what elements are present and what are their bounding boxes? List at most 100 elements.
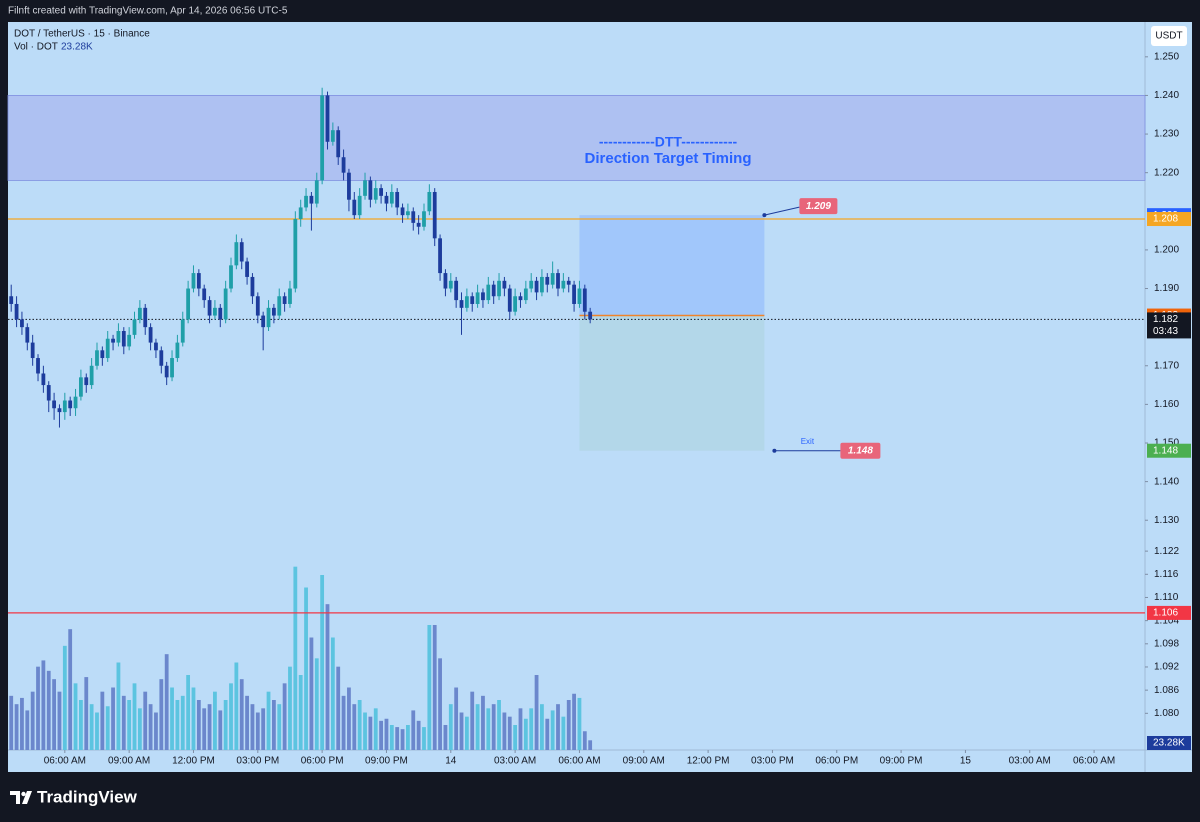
volume-bar [395, 727, 400, 750]
candle-body [513, 296, 518, 312]
volume-bar [52, 679, 57, 750]
candle-body [223, 288, 228, 320]
stop-badge [840, 442, 881, 459]
volume-bar [9, 695, 14, 750]
candle-body [336, 130, 341, 158]
volume-bar [73, 683, 78, 750]
candle-body [213, 307, 217, 316]
stop-label: 1.148 [848, 445, 873, 456]
volume-bar [127, 700, 132, 750]
volume-bar [475, 704, 480, 750]
y-tick-label: 1.122 [1154, 546, 1179, 557]
volume-bar [556, 704, 560, 750]
candle-body [395, 191, 400, 208]
x-tick-label: 12:00 PM [172, 756, 215, 767]
currency[interactable]: USDT [1155, 31, 1182, 42]
x-tick-label: 14 [445, 756, 457, 767]
x-tick-label: 03:00 AM [494, 756, 536, 767]
volume-bar [79, 700, 83, 750]
price-badge [1147, 312, 1191, 339]
volume-bar [25, 710, 30, 750]
y-tick-label: 1.140 [1154, 476, 1179, 487]
volume-bar [320, 575, 325, 750]
volume-bar [352, 704, 357, 750]
volume-bar [62, 645, 67, 750]
candle-body [379, 188, 384, 196]
candle-body [89, 365, 94, 386]
x-tick-label: 09:00 AM [623, 756, 665, 767]
volume-bar [170, 687, 174, 750]
y-tick-label: 1.116 [1154, 569, 1179, 580]
volume-bar [100, 691, 105, 750]
volume-bar [309, 637, 314, 750]
candle-body [572, 284, 576, 304]
volume-bar [271, 700, 276, 750]
candle-body [443, 273, 448, 289]
y-tick-label: 1.170 [1154, 360, 1179, 371]
y-tick-label: 1.098 [1154, 638, 1179, 649]
candle-body [432, 191, 437, 239]
volume-bar [148, 704, 153, 750]
volume-bar [561, 716, 566, 750]
candle-body [566, 280, 571, 285]
volume-bar [486, 708, 491, 750]
candle-body [36, 358, 40, 374]
candle-body [84, 377, 89, 386]
volume-bar [36, 666, 40, 750]
y-tick-label: 1.240 [1154, 90, 1179, 101]
volume-bar [20, 697, 24, 750]
price-badge [1147, 443, 1191, 458]
x-tick-label: 09:00 AM [108, 756, 150, 767]
candle-body [261, 315, 266, 328]
y-tick-label: 1.230 [1154, 129, 1179, 140]
volume-bar [427, 625, 432, 750]
brand: TradingView [37, 787, 138, 806]
price-badge [1147, 212, 1191, 227]
volume-bar [223, 700, 228, 750]
volume-bar [159, 679, 164, 750]
candle-body [293, 219, 298, 289]
volume-bar [422, 727, 426, 750]
x-tick-label: 09:00 PM [880, 756, 923, 767]
candle-body [111, 338, 115, 343]
candle-body [218, 307, 223, 320]
price-badge-label: 1.148 [1153, 445, 1178, 456]
volume-bar [357, 700, 362, 750]
y-tick-label: 1.092 [1154, 662, 1179, 673]
candle-body [100, 350, 105, 359]
currency-box[interactable] [1151, 26, 1187, 46]
x-tick-label: 03:00 PM [751, 756, 794, 767]
candle-body [341, 157, 346, 173]
candle-body [127, 334, 132, 347]
zone [7, 95, 1146, 181]
candle-body [14, 303, 19, 320]
volume-bar [400, 729, 405, 750]
volume-bar [261, 708, 266, 750]
target-dot [762, 213, 767, 218]
watermark: Filnft created with TradingView.com, Apr… [8, 6, 288, 17]
y-tick-label: 1.220 [1154, 167, 1179, 178]
volume-bar [523, 718, 528, 750]
volume-bar [154, 712, 158, 750]
volume-bar [416, 720, 421, 750]
volume-bar [111, 687, 115, 750]
zone-subtitle: Direction Target Timing [585, 150, 752, 167]
volume-bar [207, 704, 212, 750]
candle-body [529, 280, 534, 289]
volume-bar [336, 666, 341, 750]
volume-bar [384, 718, 389, 750]
candle-body [427, 191, 432, 212]
y-tick-label: 1.160 [1154, 399, 1179, 410]
x-tick-label: 15 [960, 756, 972, 767]
candle-body [459, 300, 464, 308]
y-tick-label: 1.130 [1154, 515, 1179, 526]
candle-body [330, 130, 335, 142]
volume-bar [293, 566, 298, 750]
x-tick-label: 03:00 PM [236, 756, 279, 767]
volume-bar [481, 695, 485, 750]
candle-body [545, 276, 550, 285]
y-tick-label: 1.250 [1154, 51, 1179, 62]
logo [10, 791, 32, 804]
candle-body [25, 327, 30, 343]
candle-body [325, 95, 330, 142]
